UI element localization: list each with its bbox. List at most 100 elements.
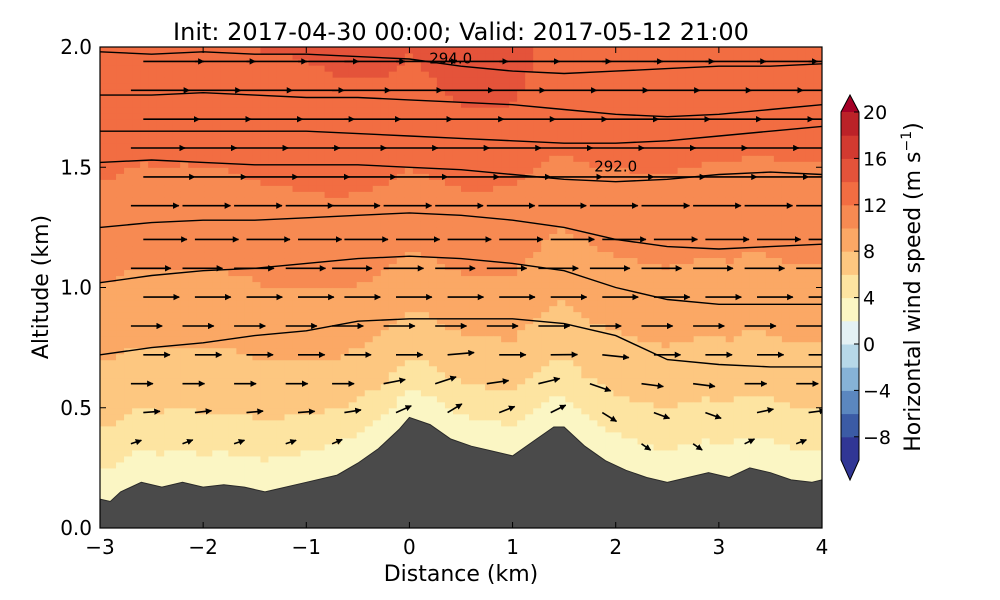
wind-speed-cell bbox=[533, 197, 542, 204]
wind-speed-cell bbox=[573, 341, 582, 349]
wind-speed-cell bbox=[589, 125, 598, 132]
wind-speed-cell bbox=[332, 401, 342, 409]
wind-speed-cell bbox=[180, 227, 189, 234]
wind-speed-cell bbox=[428, 377, 438, 385]
wind-speed-cell bbox=[212, 341, 221, 349]
wind-speed-cell bbox=[388, 275, 398, 283]
wind-speed-cell bbox=[300, 467, 310, 475]
wind-speed-cell bbox=[116, 185, 125, 192]
wind-speed-cell bbox=[388, 125, 398, 132]
wind-speed-cell bbox=[156, 191, 165, 198]
wind-speed-cell bbox=[541, 287, 550, 295]
wind-speed-cell bbox=[372, 431, 382, 439]
wind-speed-cell bbox=[517, 137, 526, 144]
wind-speed-cell bbox=[300, 287, 310, 295]
wind-speed-cell bbox=[493, 119, 502, 126]
wind-speed-cell bbox=[324, 359, 334, 367]
wind-speed-cell bbox=[324, 191, 334, 198]
wind-speed-cell bbox=[316, 203, 326, 210]
wind-speed-cell bbox=[204, 305, 213, 313]
wind-speed-cell bbox=[541, 377, 550, 385]
wind-speed-cell bbox=[100, 311, 109, 319]
wind-speed-cell bbox=[509, 317, 518, 325]
wind-speed-cell bbox=[332, 293, 342, 301]
wind-speed-cell bbox=[356, 329, 366, 337]
wind-speed-cell bbox=[212, 131, 221, 138]
wind-speed-cell bbox=[340, 449, 350, 457]
wind-speed-cell bbox=[212, 449, 221, 457]
wind-speed-cell bbox=[188, 353, 197, 361]
wind-speed-cell bbox=[156, 245, 165, 253]
wind-speed-cell bbox=[300, 65, 310, 72]
wind-speed-cell bbox=[557, 317, 566, 325]
wind-speed-cell bbox=[348, 239, 358, 247]
wind-speed-cell bbox=[156, 329, 165, 337]
wind-speed-cell bbox=[404, 131, 414, 138]
wind-speed-cell bbox=[493, 107, 502, 114]
wind-speed-cell bbox=[452, 59, 462, 66]
wind-speed-cell bbox=[509, 155, 518, 162]
wind-speed-cell bbox=[404, 215, 414, 222]
wind-speed-cell bbox=[396, 251, 406, 259]
wind-speed-cell bbox=[444, 167, 454, 174]
wind-speed-cell bbox=[164, 359, 173, 367]
wind-speed-cell bbox=[436, 365, 446, 373]
wind-speed-cell bbox=[276, 269, 286, 277]
wind-speed-cell bbox=[196, 407, 205, 415]
wind-speed-cell bbox=[533, 323, 542, 331]
wind-speed-cell bbox=[332, 335, 342, 343]
wind-speed-cell bbox=[533, 137, 542, 144]
wind-speed-cell bbox=[444, 317, 454, 325]
wind-speed-cell bbox=[292, 299, 302, 307]
wind-speed-cell bbox=[420, 125, 430, 132]
wind-speed-cell bbox=[156, 431, 165, 439]
wind-speed-cell bbox=[204, 83, 213, 90]
wind-speed-cell bbox=[260, 425, 270, 433]
wind-speed-cell bbox=[469, 437, 478, 445]
wind-speed-cell bbox=[308, 179, 318, 186]
wind-speed-cell bbox=[148, 449, 157, 457]
wind-speed-cell bbox=[316, 197, 326, 204]
wind-speed-cell bbox=[252, 149, 262, 156]
wind-speed-cell bbox=[100, 401, 109, 409]
wind-speed-cell bbox=[388, 389, 398, 397]
wind-speed-cell bbox=[140, 185, 149, 192]
wind-speed-cell bbox=[396, 203, 406, 210]
wind-speed-cell bbox=[324, 89, 334, 96]
wind-speed-cell bbox=[116, 119, 125, 126]
wind-speed-cell bbox=[212, 473, 221, 481]
wind-speed-cell bbox=[332, 101, 342, 108]
wind-speed-cell bbox=[268, 329, 278, 337]
wind-speed-cell bbox=[493, 407, 502, 415]
wind-speed-cell bbox=[436, 419, 446, 427]
wind-speed-cell bbox=[276, 203, 286, 210]
wind-speed-cell bbox=[533, 83, 542, 90]
wind-speed-cell bbox=[324, 71, 334, 78]
wind-speed-cell bbox=[108, 83, 117, 90]
wind-speed-cell bbox=[188, 335, 197, 343]
wind-speed-cell bbox=[124, 461, 133, 469]
wind-speed-cell bbox=[244, 47, 254, 54]
wind-speed-cell bbox=[100, 83, 109, 90]
wind-speed-cell bbox=[236, 233, 245, 240]
wind-speed-cell bbox=[372, 395, 382, 403]
wind-speed-cell bbox=[124, 293, 133, 301]
wind-speed-cell bbox=[300, 125, 310, 132]
wind-speed-cell bbox=[108, 281, 117, 289]
wind-speed-cell bbox=[412, 149, 422, 156]
wind-speed-cell bbox=[501, 185, 510, 192]
wind-speed-cell bbox=[461, 407, 470, 415]
wind-speed-cell bbox=[284, 269, 294, 277]
wind-speed-cell bbox=[388, 299, 398, 307]
wind-speed-cell bbox=[116, 293, 125, 301]
wind-speed-cell bbox=[212, 47, 221, 54]
wind-speed-cell bbox=[565, 275, 574, 283]
wind-speed-cell bbox=[236, 425, 245, 433]
wind-speed-cell bbox=[204, 311, 213, 319]
wind-speed-cell bbox=[533, 113, 542, 120]
wind-speed-cell bbox=[108, 347, 117, 355]
wind-speed-cell bbox=[140, 137, 149, 144]
wind-speed-cell bbox=[525, 209, 534, 216]
wind-speed-cell bbox=[260, 101, 270, 108]
wind-speed-cell bbox=[148, 149, 157, 156]
